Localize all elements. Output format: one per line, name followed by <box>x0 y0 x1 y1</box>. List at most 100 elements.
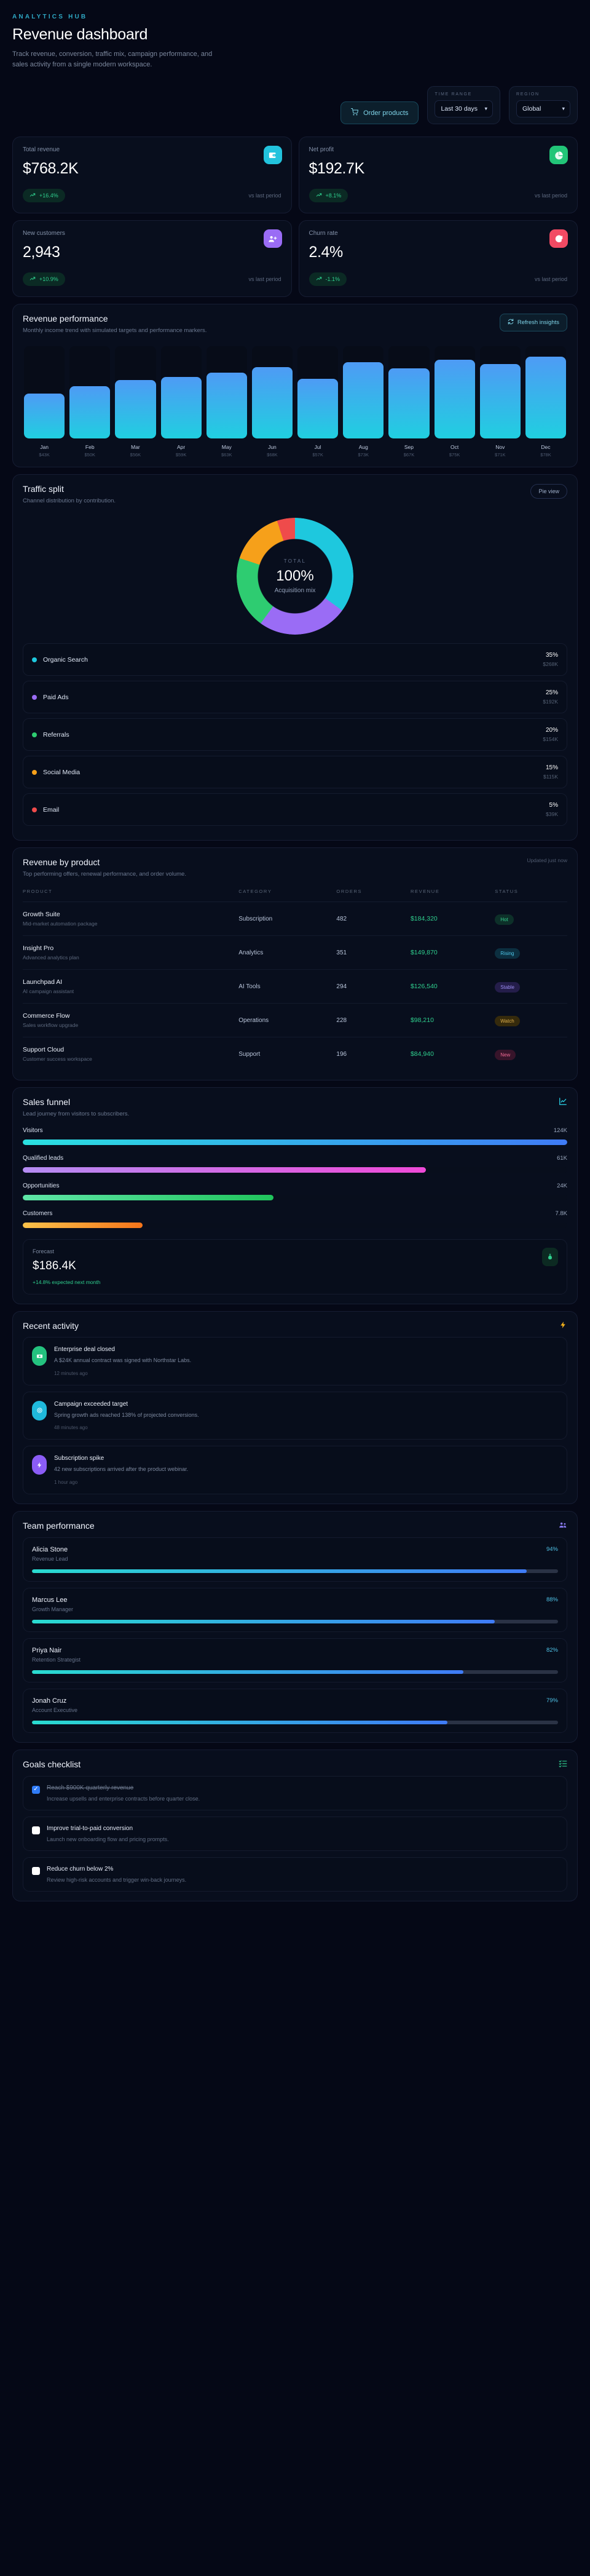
bar-month-label: May <box>221 444 232 451</box>
legend-item[interactable]: Organic Search 35% $268K <box>23 643 567 676</box>
legend-item[interactable]: Email 5% $39K <box>23 793 567 826</box>
table-row[interactable]: Commerce Flow Sales workflow upgrade Ope… <box>23 1003 567 1038</box>
table-row[interactable]: Insight Pro Advanced analytics plan Anal… <box>23 935 567 970</box>
legend-item[interactable]: Referrals 20% $154K <box>23 718 567 751</box>
goal-item[interactable]: Reach $900K quarterly revenue Increase u… <box>23 1775 567 1810</box>
bar-value-label: $50K <box>84 452 96 458</box>
team-member-name: Alicia Stone <box>32 1545 68 1553</box>
team-performance-card: Team performance Alicia Stone Revenue Le… <box>12 1510 578 1743</box>
table-row[interactable]: Support Cloud Customer success workspace… <box>23 1037 567 1071</box>
activity-list: Enterprise deal closed A $24K annual con… <box>23 1337 567 1494</box>
bar-month-label: Dec <box>541 444 551 451</box>
goal-description: Review high-risk accounts and trigger wi… <box>47 1876 187 1883</box>
team-member-row[interactable]: Alicia Stone Revenue Lead 94% <box>23 1537 567 1582</box>
team-member-role: Account Executive <box>32 1706 78 1713</box>
bar-fill <box>525 357 567 439</box>
kpi-delta-value: +8.1% <box>325 192 342 199</box>
kpi-value: $768.2K <box>23 160 79 178</box>
bar-axis-label: May $63K <box>206 444 247 458</box>
bar-fill <box>24 393 65 439</box>
goal-item[interactable]: Improve trial-to-paid conversion Launch … <box>23 1816 567 1851</box>
kpi-label: Net profit <box>309 146 334 154</box>
bar-column[interactable] <box>297 346 339 439</box>
goal-checkbox[interactable] <box>32 1866 40 1875</box>
user-plus-icon <box>263 229 282 248</box>
legend-item[interactable]: Social Media 15% $115K <box>23 756 567 789</box>
kpi-vs-label: vs last period <box>534 276 567 283</box>
bar-axis-label: Apr $59K <box>161 444 202 458</box>
status-cell: Rising <box>495 935 567 970</box>
lightning-icon <box>559 1321 567 1331</box>
team-member-role: Revenue Lead <box>32 1555 68 1562</box>
status-cell: Watch <box>495 1003 567 1038</box>
table-row[interactable]: Launchpad AI AI campaign assistant AI To… <box>23 969 567 1004</box>
activity-timestamp: 12 minutes ago <box>54 1370 88 1376</box>
goals-checklist-title: Goals checklist <box>23 1759 81 1769</box>
bar-axis-label: Jun $68K <box>252 444 293 458</box>
line-chart-icon[interactable] <box>559 1097 567 1108</box>
team-member-percent: 88% <box>546 1596 558 1603</box>
team-progress-track <box>32 1720 558 1724</box>
bar-value-label: $67K <box>403 452 415 458</box>
bar-axis-label: Nov $71K <box>480 444 521 458</box>
team-member-row[interactable]: Priya Nair Retention Strategist 82% <box>23 1638 567 1682</box>
activity-item[interactable]: Enterprise deal closed A $24K annual con… <box>23 1337 567 1385</box>
product-description: Customer success workspace <box>23 1056 92 1063</box>
bar-column[interactable] <box>525 346 567 439</box>
bar-column[interactable] <box>69 346 111 439</box>
page-subtitle: Track revenue, conversion, traffic mix, … <box>12 50 213 69</box>
activity-description: Spring growth ads reached 138% of projec… <box>54 1411 199 1418</box>
bar-column[interactable] <box>160 346 202 439</box>
bar-column[interactable] <box>434 346 475 439</box>
funnel-track <box>23 1167 567 1173</box>
product-description: Advanced analytics plan <box>23 954 79 961</box>
kpi-grid: Total revenue $768.2K +16.4% vs last per… <box>12 137 578 298</box>
products-table: PRODUCT CATEGORY ORDERS REVENUE STATUS Growt… <box>23 889 567 1071</box>
bar-column[interactable] <box>479 346 521 439</box>
product-name: Growth Suite <box>23 911 60 919</box>
activity-item[interactable]: Subscription spike 42 new subscriptions … <box>23 1446 567 1494</box>
team-progress-track <box>32 1619 558 1623</box>
bar-column[interactable] <box>24 346 65 439</box>
kpi-vs-label: vs last period <box>248 276 281 283</box>
status-badge: New <box>495 1049 516 1060</box>
bar-column[interactable] <box>343 346 384 439</box>
order-products-button[interactable]: Order products <box>340 101 419 125</box>
trend-up-icon <box>316 192 322 199</box>
kpi-value: $192.7K <box>309 160 365 178</box>
table-row[interactable]: Growth Suite Mid-market automation packa… <box>23 902 567 937</box>
bar-axis-label: Jul $57K <box>297 444 338 458</box>
team-member-row[interactable]: Marcus Lee Growth Manager 88% <box>23 1587 567 1632</box>
bar-column[interactable] <box>115 346 156 439</box>
orders-cell: 228 <box>336 1003 411 1038</box>
table-column-header: REVENUE <box>410 889 495 903</box>
funnel-stage-value: 7.8K <box>555 1210 567 1218</box>
activity-item[interactable]: Campaign exceeded target Spring growth a… <box>23 1391 567 1440</box>
time-range-select[interactable]: Last 30 days ▾ <box>435 100 493 118</box>
region-select[interactable]: Global ▾ <box>516 100 570 118</box>
goal-checkbox[interactable] <box>32 1785 40 1794</box>
kpi-delta-badge: +16.4% <box>23 189 65 203</box>
legend-amount: $192K <box>543 699 558 705</box>
revenue-performance-subtitle: Monthly income trend with simulated targ… <box>23 327 207 335</box>
toolbar: Order products TIME RANGE Last 30 days ▾… <box>12 86 578 125</box>
bar-column[interactable] <box>251 346 293 439</box>
bar-track <box>343 346 384 439</box>
region-label: REGION <box>516 92 540 97</box>
legend-item[interactable]: Paid Ads 25% $192K <box>23 681 567 714</box>
goal-checkbox[interactable] <box>32 1826 40 1834</box>
funnel-stage: Visitors 124K <box>23 1127 567 1146</box>
trend-up-icon <box>30 192 36 199</box>
legend-percent: 5% <box>549 802 558 809</box>
product-cell: Support Cloud Customer success workspace <box>23 1037 238 1071</box>
bar-column[interactable] <box>206 346 247 439</box>
bar-column[interactable] <box>388 346 430 439</box>
table-header-row: PRODUCT CATEGORY ORDERS REVENUE STATUS <box>23 889 567 903</box>
goal-item[interactable]: Reduce churn below 2% Review high-risk a… <box>23 1857 567 1892</box>
legend-percent: 15% <box>545 764 558 772</box>
refresh-insights-button[interactable]: Refresh insights <box>499 314 567 332</box>
pie-chart-icon <box>549 146 568 165</box>
team-member-row[interactable]: Jonah Cruz Account Executive 79% <box>23 1688 567 1733</box>
bar-fill <box>206 372 247 439</box>
pie-view-button[interactable]: Pie view <box>530 484 567 499</box>
